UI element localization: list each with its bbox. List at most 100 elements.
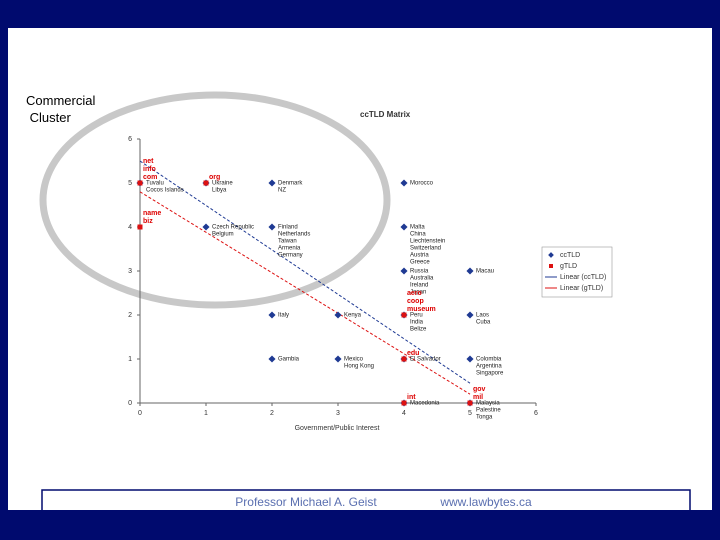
footer-box <box>41 489 691 513</box>
point-label: Malaysia <box>476 401 500 407</box>
legend-label: ccTLD <box>560 252 580 259</box>
point-label: Italy <box>278 313 289 319</box>
y-tick-label: 0 <box>128 400 132 407</box>
point <box>466 267 474 275</box>
x-tick-label: 1 <box>204 410 208 417</box>
point-label: Armenia <box>278 246 301 252</box>
point <box>137 180 143 186</box>
point <box>268 223 276 231</box>
point <box>137 224 143 230</box>
annotation: Commercial Cluster <box>26 93 95 125</box>
point-label: Palestine <box>476 408 501 414</box>
point-label: coop <box>407 298 424 305</box>
point-label: Kenya <box>344 313 362 319</box>
point <box>467 400 473 406</box>
magnifier <box>39 91 391 309</box>
x-axis-label: Government/Public Interest <box>295 425 380 432</box>
point-label: Tuvalu <box>146 181 164 187</box>
point-label: China <box>410 232 426 238</box>
point-label: int <box>407 394 416 401</box>
x-tick-label: 3 <box>336 410 340 417</box>
point-label: Czech Republic <box>212 225 254 231</box>
point-label: Ireland <box>410 283 428 289</box>
point-label: Morocco <box>410 181 434 187</box>
point-label: NZ <box>278 188 286 194</box>
footer-url: www.lawbytes.ca <box>439 495 532 509</box>
point <box>400 267 408 275</box>
point-label: Mexico <box>344 357 364 363</box>
x-tick-label: 2 <box>270 410 274 417</box>
point-label: Argentina <box>476 364 502 370</box>
legend-box <box>541 246 613 298</box>
point-label: Peru <box>410 313 423 319</box>
legend-label: Linear (gTLD) <box>560 285 603 292</box>
point-label: El Salvador <box>410 357 441 363</box>
point <box>268 311 276 319</box>
y-tick-label: 5 <box>128 180 132 187</box>
point-label: aero <box>407 290 422 297</box>
point-label: Ukraine <box>212 181 233 187</box>
point-label: Hong Kong <box>344 364 374 370</box>
point-label: Macau <box>476 269 494 275</box>
point-label: biz <box>143 218 153 225</box>
y-tick-label: 6 <box>128 136 132 143</box>
point <box>400 223 408 231</box>
point-label: Austria <box>410 253 429 259</box>
point-label: Finland <box>278 225 298 231</box>
point <box>401 312 407 318</box>
point-label: edu <box>407 350 419 357</box>
point <box>466 311 474 319</box>
x-tick-label: 0 <box>138 410 142 417</box>
legend-label: gTLD <box>560 263 577 270</box>
y-tick-label: 1 <box>128 356 132 363</box>
trendline <box>139 160 471 384</box>
point <box>203 180 209 186</box>
y-tick-label: 4 <box>128 224 132 231</box>
point-label: com <box>143 174 157 181</box>
point <box>466 355 474 363</box>
legend-swatch <box>548 252 554 258</box>
point-label: Cuba <box>476 320 491 326</box>
x-tick-label: 6 <box>534 410 538 417</box>
point-label: Laos <box>476 313 489 319</box>
point-label: India <box>410 320 424 326</box>
chart-title: ccTLD Matrix <box>360 110 411 119</box>
point-label: Denmark <box>278 181 303 187</box>
point-label: org <box>209 174 220 181</box>
point <box>334 311 342 319</box>
point-label: Singapore <box>476 371 504 377</box>
point-label: Liechtenstein <box>410 239 445 245</box>
point-label: Switzerland <box>410 246 441 252</box>
point-label: museum <box>407 306 436 313</box>
legend-label: Linear (ccTLD) <box>560 274 606 281</box>
point-label: Belgium <box>212 232 234 238</box>
point-label: Australia <box>410 276 434 282</box>
x-tick-label: 5 <box>468 410 472 417</box>
point-label: Japan <box>410 290 426 296</box>
point-label: Taiwan <box>278 239 297 245</box>
point <box>401 356 407 362</box>
point-label: info <box>143 166 156 173</box>
point <box>202 223 210 231</box>
point-label: name <box>143 210 161 217</box>
point <box>401 400 407 406</box>
point-label: mil <box>473 394 483 401</box>
point-label: Cocos Islands <box>146 188 184 194</box>
point-label: gov <box>473 386 486 393</box>
point <box>334 355 342 363</box>
point-label: Malta <box>410 225 425 231</box>
point-label: Colombia <box>476 357 502 363</box>
point-label: Libya <box>212 188 227 194</box>
point-label: Germany <box>278 253 303 259</box>
point-label: Greece <box>410 260 430 266</box>
point-label: Netherlands <box>278 232 310 238</box>
point-label: Belize <box>410 327 427 333</box>
point-label: Tonga <box>476 415 493 421</box>
point-label: Russia <box>410 269 429 275</box>
y-tick-label: 3 <box>128 268 132 275</box>
point <box>400 179 408 187</box>
point <box>268 355 276 363</box>
legend-swatch <box>549 264 553 268</box>
